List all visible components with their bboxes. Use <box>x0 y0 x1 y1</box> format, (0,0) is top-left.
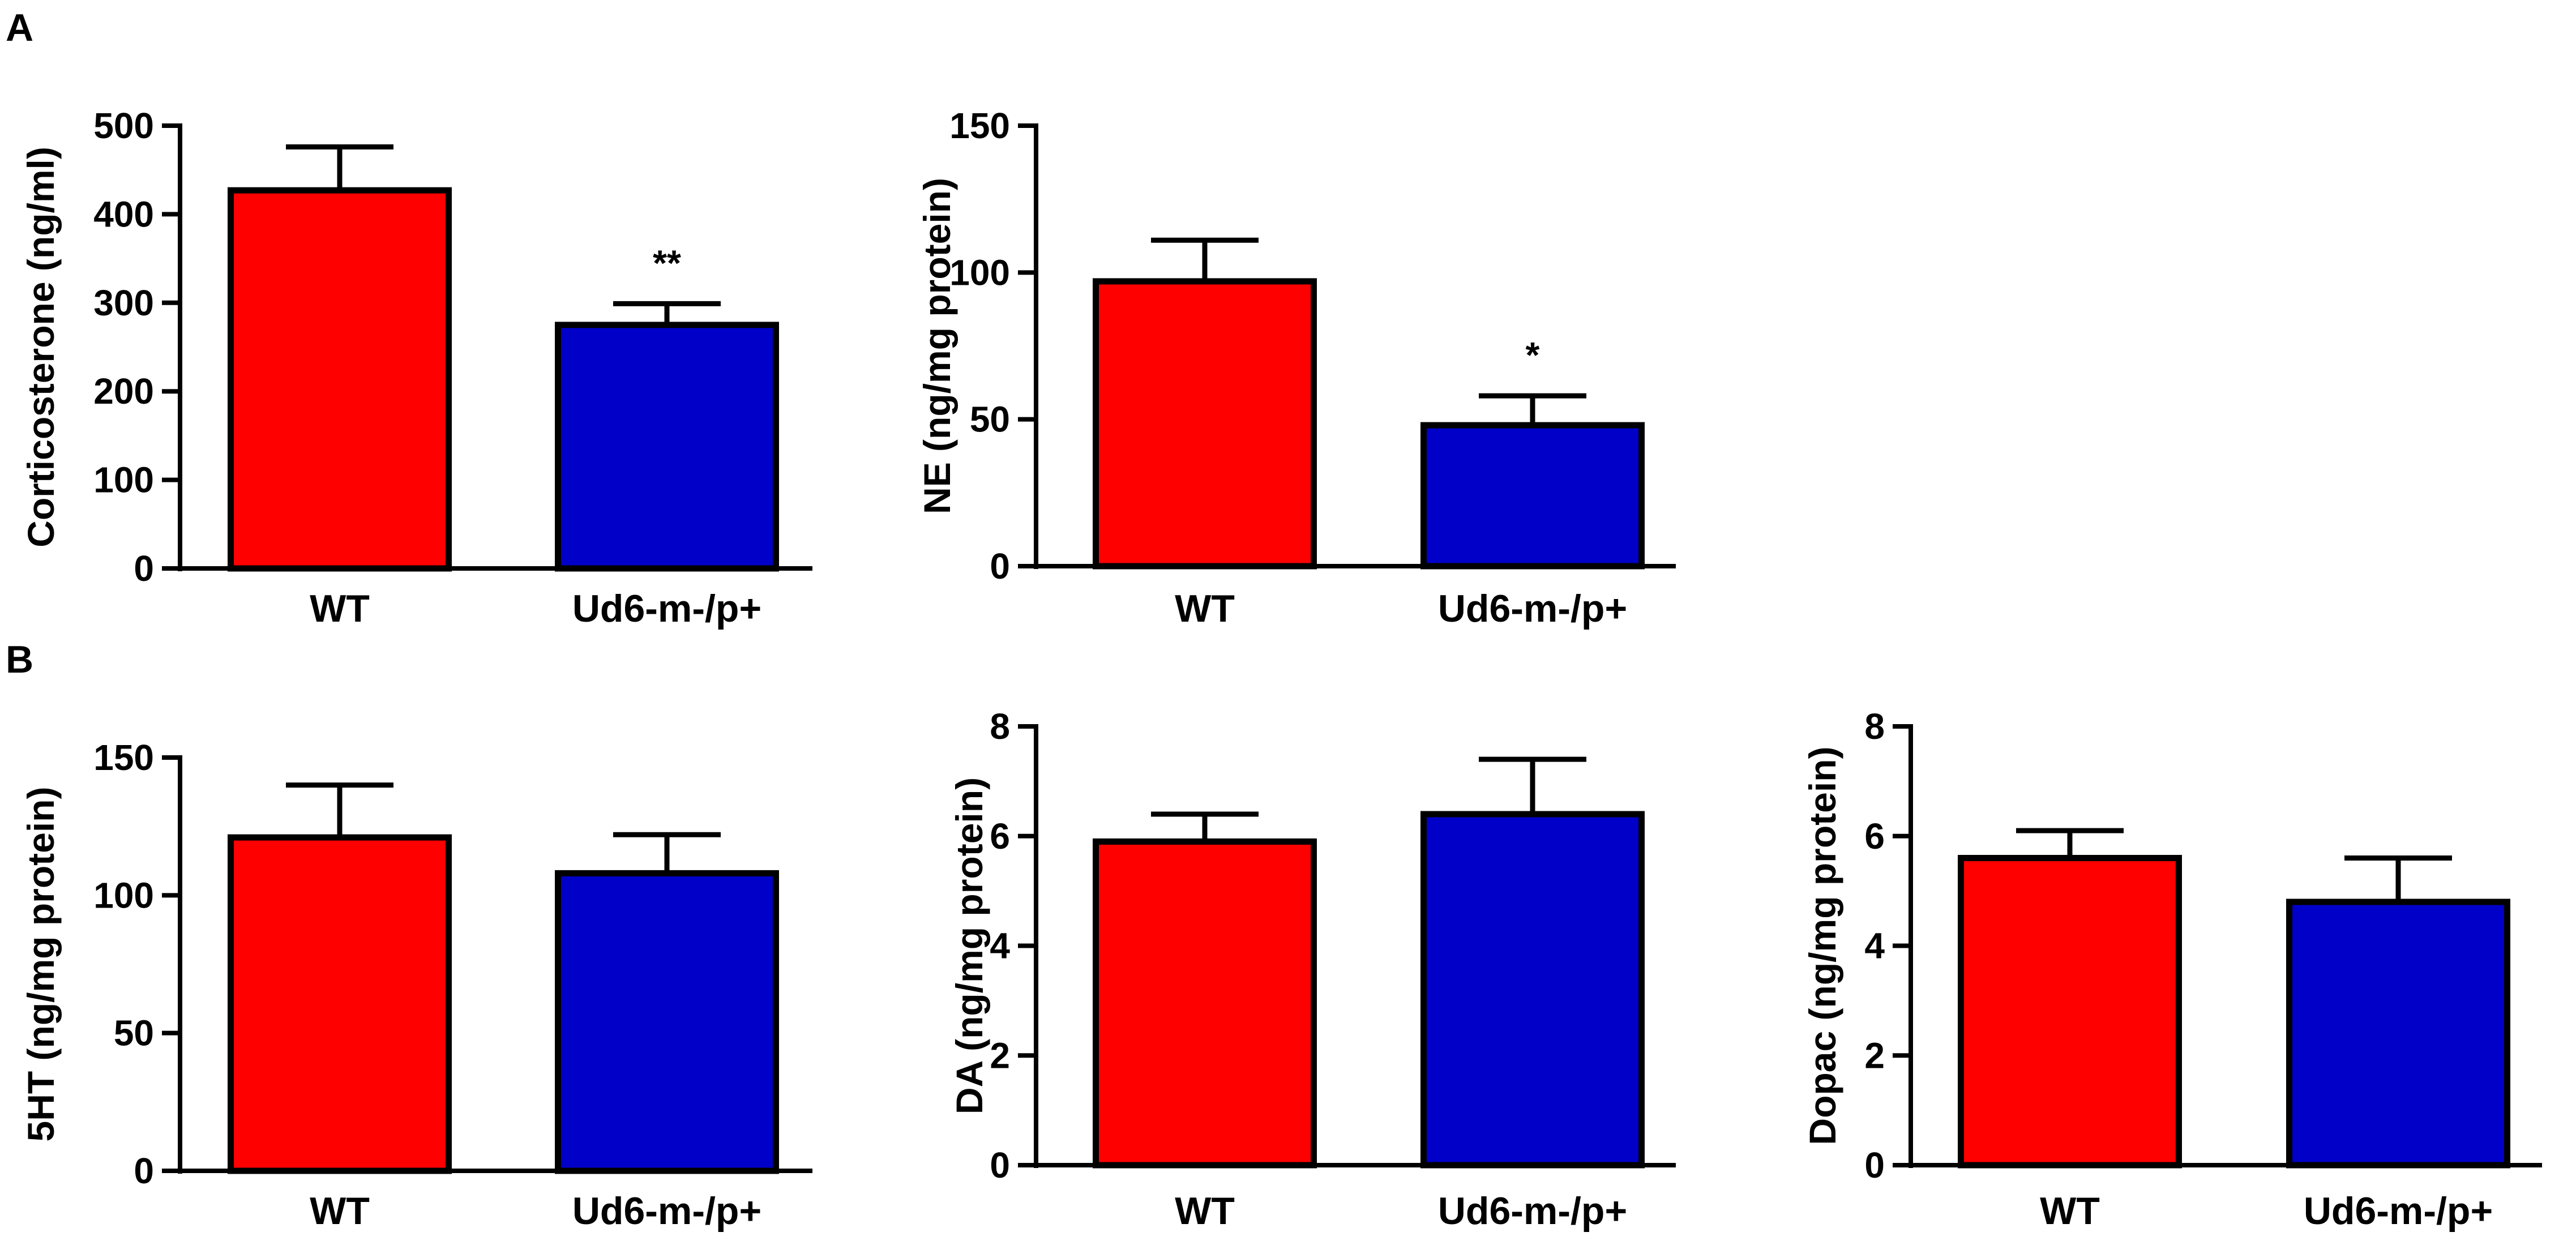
bar-mutant <box>555 870 779 1174</box>
bar-wt <box>228 187 452 572</box>
y-tick-label: 4 <box>990 926 1010 966</box>
panel-letter-b: B <box>6 638 33 681</box>
panel-letter-a: A <box>6 6 33 49</box>
y-tick-label: 400 <box>93 194 154 234</box>
y-tick-label: 100 <box>949 252 1010 293</box>
y-tick-label: 2 <box>1864 1035 1885 1076</box>
category-label: WT <box>310 587 370 630</box>
y-tick-label: 150 <box>93 737 154 778</box>
bar-wt <box>228 834 452 1174</box>
significance-marker: ** <box>653 242 681 283</box>
y-tick-label: 4 <box>1864 926 1885 966</box>
chart-1: WT ** Ud6-m-/p+ 0 100 200 300 400 500 Corticoster… <box>20 105 812 630</box>
y-tick-label: 0 <box>990 546 1010 587</box>
category-label: Ud6-m-/p+ <box>1438 1190 1627 1233</box>
y-tick-label: 0 <box>990 1145 1010 1186</box>
y-axis-label: Dopac (ng/mg protein) <box>1802 747 1843 1145</box>
y-axis-label: DA (ng/mg protein) <box>948 777 990 1114</box>
category-label: WT <box>1175 587 1235 630</box>
chart-2: WT * Ud6-m-/p+ 0 50 100 150 NE (ng/mg protein) <box>916 105 1676 630</box>
significance-marker: * <box>1526 335 1540 375</box>
chart-4: WT Ud6-m-/p+ 0 2 4 6 8DA (ng/mg protein) <box>948 706 1676 1233</box>
bar-mutant <box>2286 899 2510 1169</box>
y-tick-label: 8 <box>1864 706 1885 747</box>
y-tick-label: 200 <box>93 371 154 412</box>
y-tick-label: 0 <box>1864 1145 1885 1186</box>
y-tick-label: 50 <box>114 1013 154 1054</box>
y-tick-label: 0 <box>134 1150 154 1191</box>
bar-wt <box>1093 278 1317 570</box>
category-label: WT <box>310 1190 370 1233</box>
y-axis-label: NE (ng/mg protein) <box>916 178 958 514</box>
charts: WT**Ud6-m-/p+0100200300400500Corticoster… <box>20 105 2542 1233</box>
bar-wt <box>1093 838 1317 1169</box>
y-tick-label: 0 <box>134 548 154 589</box>
y-axis-label: Corticosterone (ng/ml) <box>20 147 62 547</box>
y-tick-label: 2 <box>990 1035 1010 1076</box>
category-label: Ud6-m-/p+ <box>1438 587 1627 630</box>
y-tick-label: 150 <box>949 105 1010 146</box>
y-tick-label: 500 <box>93 105 154 146</box>
y-tick-label: 6 <box>1864 816 1885 857</box>
y-tick-label: 100 <box>93 875 154 915</box>
bar-mutant <box>1420 422 1645 570</box>
category-label: Ud6-m-/p+ <box>572 1190 761 1233</box>
y-tick-label: 100 <box>93 460 154 500</box>
category-label: Ud6-m-/p+ <box>572 587 761 630</box>
category-label: WT <box>2040 1190 2100 1233</box>
bar-mutant <box>1420 811 1645 1169</box>
y-axis-label: 5HT (ng/mg protein) <box>20 787 62 1142</box>
category-label: Ud6-m-/p+ <box>2304 1190 2493 1233</box>
y-tick-label: 300 <box>93 283 154 323</box>
bar-mutant <box>555 322 779 572</box>
y-tick-label: 8 <box>990 706 1010 747</box>
chart-3: WT Ud6-m-/p+ 0 50 100 150 5HT (ng/mg protein) <box>20 737 812 1233</box>
chart-5: WT Ud6-m-/p+ 0 2 4 6 8 Dopac (ng/mg protein) <box>1802 706 2542 1233</box>
y-tick-label: 50 <box>970 399 1010 440</box>
y-tick-label: 6 <box>990 816 1010 857</box>
bar-wt <box>1958 855 2182 1169</box>
category-label: WT <box>1175 1190 1235 1233</box>
